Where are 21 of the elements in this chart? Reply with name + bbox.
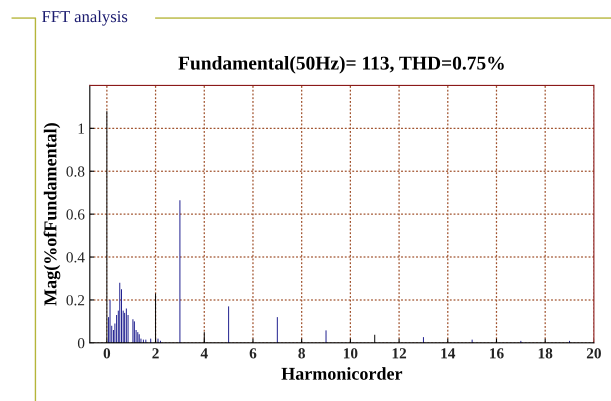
y-tick-label: 0 [78, 338, 84, 348]
x-tick-label: 10 [344, 348, 358, 358]
y-tick-label: 0.6 [66, 209, 84, 220]
y-tick-label: 0.2 [66, 295, 84, 306]
x-tick-label: 2 [152, 348, 159, 358]
x-tick-label: 12 [392, 348, 406, 358]
y-tick-label: 1 [78, 124, 84, 134]
x-tick-label: 20 [586, 348, 601, 358]
x-tick-label: 0 [104, 348, 110, 358]
x-tick-label: 16 [490, 348, 504, 358]
y-tick-label: 0.8 [66, 166, 84, 177]
x-tick-label: 8 [298, 348, 305, 358]
x-tick-label: 4 [200, 348, 208, 358]
x-axis-title: Harmonicorder [281, 367, 402, 380]
x-tick-label: 18 [538, 348, 552, 358]
x-tick-label: 14 [441, 348, 456, 358]
chart-title: FFT analysis [42, 10, 128, 26]
x-tick-label: 6 [250, 348, 256, 358]
y-axis-title: Mag(%ofFundamental) [44, 123, 60, 306]
chart-subtitle: Fundamental(50Hz)= 113, THD=0.75% [178, 56, 504, 74]
y-tick-label: 0.4 [66, 252, 85, 263]
